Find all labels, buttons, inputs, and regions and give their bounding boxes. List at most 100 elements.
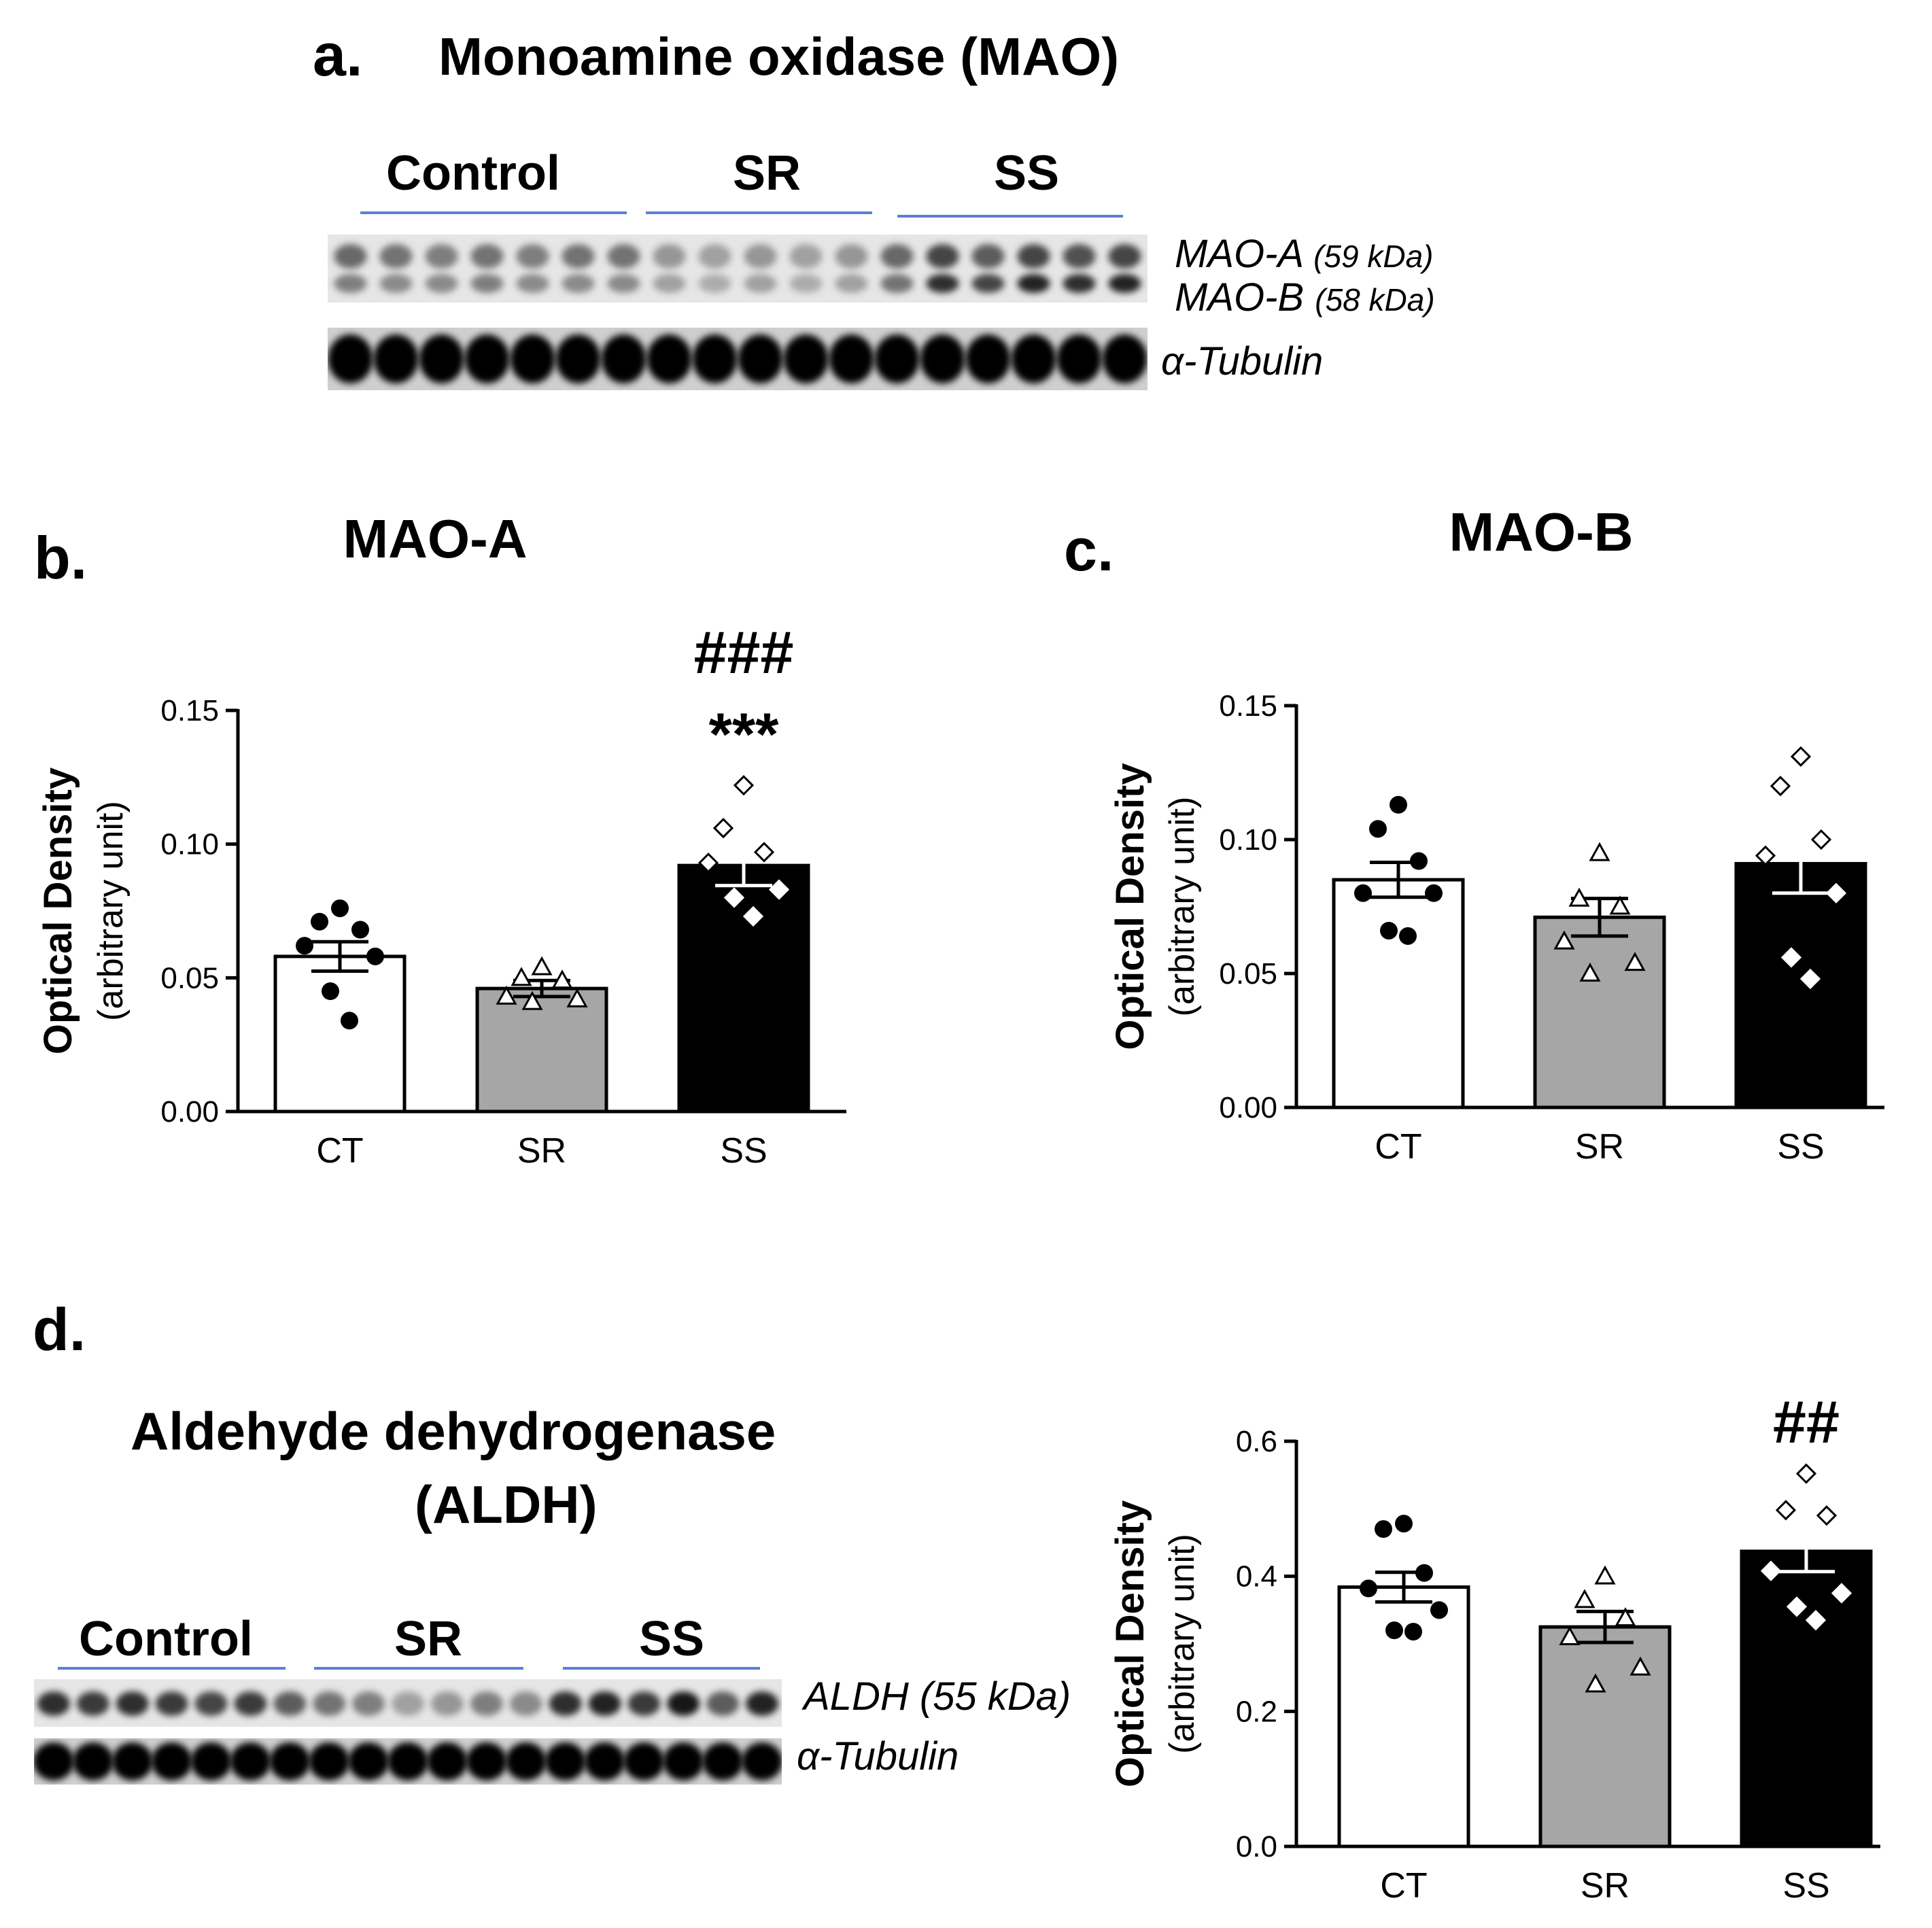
mao-b-point-ct xyxy=(1425,884,1443,902)
mao-b-band-16 xyxy=(1017,274,1050,293)
mao-b-bar-ct xyxy=(1332,878,1465,1109)
tubulin-d-band-10 xyxy=(387,1742,428,1780)
blot-a-group-ss: SS xyxy=(994,146,1060,201)
aldh-band-18 xyxy=(706,1691,740,1716)
tubulin-d-band-1 xyxy=(34,1742,74,1780)
panel-d-title-line1: Aldehyde dehydrogenase xyxy=(131,1401,776,1461)
aldh-band-10 xyxy=(392,1691,424,1716)
aldh-band-5 xyxy=(194,1691,228,1716)
aldh-y-tick-label: 0.4 xyxy=(1236,1560,1277,1594)
mao-b-y-tick-label: 0.15 xyxy=(1219,689,1277,723)
mao-a-point-ct xyxy=(296,937,313,955)
mao-b-x-tick-label-ss: SS xyxy=(1777,1127,1824,1167)
mao-a-point-sr xyxy=(566,988,588,1008)
mao-a-point-ct xyxy=(341,1012,358,1030)
mao-b-band-5 xyxy=(516,274,549,293)
mao-a-band-11 xyxy=(789,244,823,269)
tubulin-a-band-15 xyxy=(965,334,1011,383)
mao-a-point-sr xyxy=(496,985,517,1005)
mao-a-y-tick-label: 0.10 xyxy=(160,828,219,861)
mao-b-band-8 xyxy=(653,274,686,293)
aldh-point-ct xyxy=(1415,1564,1433,1582)
mao-b-band-7 xyxy=(607,274,640,293)
mao-b-point-ct xyxy=(1380,921,1398,940)
tubulin-a-band-2 xyxy=(373,334,419,383)
aldh-bar-ct xyxy=(1337,1585,1470,1848)
aldh-band-8 xyxy=(313,1691,346,1716)
tubulin-d-band-18 xyxy=(702,1742,744,1780)
band-label-tubulin-a: α-Tubulin xyxy=(1161,339,1324,383)
mao-a-band-10 xyxy=(744,244,777,269)
mao-b-bar-ss xyxy=(1734,861,1867,1109)
aldh-y-label-unit: (arbitrary unit) xyxy=(1162,1534,1202,1754)
mao-a-band-8 xyxy=(653,244,686,269)
mao-b-point-sr xyxy=(1568,887,1590,907)
mao-b-point-ct xyxy=(1390,795,1407,814)
mao-b-band-3 xyxy=(425,274,458,293)
mao-a-band-12 xyxy=(835,244,868,269)
aldh-point-sr xyxy=(1574,1589,1595,1608)
mao-b-band-10 xyxy=(744,274,777,293)
mao-a-band-3 xyxy=(425,244,458,269)
mao-a-band-5 xyxy=(516,244,549,269)
aldh-point-ss xyxy=(1775,1500,1797,1521)
mao-b-y-label: Optical Density xyxy=(1108,763,1152,1050)
mao-b-point-ss xyxy=(1825,882,1847,903)
aldh-band-3 xyxy=(116,1691,149,1716)
panel-a-letter: a. xyxy=(313,21,363,88)
aldh-band-6 xyxy=(234,1691,267,1716)
blot-a-group-sr: SR xyxy=(733,146,801,201)
tubulin-d-band-5 xyxy=(190,1742,232,1780)
blot-a-tubulin xyxy=(328,328,1148,390)
blot-d-tubulin xyxy=(34,1738,782,1785)
mao-a-y-tick-label: 0.15 xyxy=(160,694,219,727)
tubulin-a-band-9 xyxy=(692,334,738,383)
aldh-band-1 xyxy=(37,1691,70,1716)
mao-a-bar-ct xyxy=(273,954,407,1114)
tubulin-d-band-17 xyxy=(663,1742,704,1780)
band-label-mao-b: MAO-B (58 kDa) xyxy=(1175,275,1435,320)
aldh-band-12 xyxy=(470,1691,503,1716)
tubulin-a-band-1 xyxy=(328,334,373,383)
chart-mao-b: MAO-B 0.00 0.05 0.10 0.15 Optical Density (arb… xyxy=(1108,502,1884,1167)
panel-d-letter: d. xyxy=(33,1296,86,1363)
aldh-band-11 xyxy=(430,1691,464,1716)
mao-a-point-ct xyxy=(331,899,349,918)
panel-d-title-line2: (ALDH) xyxy=(415,1475,598,1534)
mao-a-point-sr xyxy=(531,956,553,976)
tubulin-a-band-5 xyxy=(510,334,555,383)
aldh-y-tick-label: 0.6 xyxy=(1236,1425,1277,1458)
tubulin-d-band-12 xyxy=(466,1742,507,1780)
mao-a-y-label-unit: (arbitrary unit) xyxy=(91,801,131,1021)
tubulin-d-band-9 xyxy=(348,1742,390,1780)
aldh-band-9 xyxy=(352,1691,385,1716)
mao-b-point-ss xyxy=(1780,947,1802,968)
aldh-point-ss xyxy=(1786,1596,1808,1617)
panel-b-letter: b. xyxy=(34,524,88,591)
blot-a-mao xyxy=(328,235,1148,303)
mao-b-point-sr xyxy=(1553,930,1575,950)
aldh-point-ct xyxy=(1395,1515,1413,1533)
mao-a-point-ct xyxy=(366,947,384,965)
tubulin-a-band-3 xyxy=(419,334,464,383)
chart-aldh: 0.0 0.2 0.4 0.6 Optical Density (arbitrary un… xyxy=(1108,1388,1880,1906)
mao-a-band-6 xyxy=(562,244,595,269)
blot-d-group-sr: SR xyxy=(394,1612,463,1666)
mao-b-point-sr xyxy=(1609,895,1631,915)
tubulin-a-band-8 xyxy=(646,334,692,383)
mao-a-band-14 xyxy=(926,244,959,269)
mao-a-band-1 xyxy=(334,244,367,269)
tubulin-d-band-8 xyxy=(309,1742,350,1780)
aldh-point-ct xyxy=(1430,1601,1448,1619)
mao-a-y-tick-label: 0.05 xyxy=(160,961,219,995)
band-label-aldh: ALDH (55 kDa) xyxy=(804,1674,1071,1719)
tubulin-a-band-18 xyxy=(1102,334,1148,383)
aldh-y-tick-label: 0.0 xyxy=(1236,1830,1277,1863)
mao-a-point-ss xyxy=(697,853,719,874)
tubulin-a-band-12 xyxy=(829,334,874,383)
aldh-band-15 xyxy=(588,1691,621,1716)
mao-a-point-sr xyxy=(511,967,532,986)
tubulin-a-band-14 xyxy=(920,334,965,383)
mao-b-point-ss xyxy=(1790,746,1812,767)
aldh-point-ct xyxy=(1404,1623,1422,1641)
